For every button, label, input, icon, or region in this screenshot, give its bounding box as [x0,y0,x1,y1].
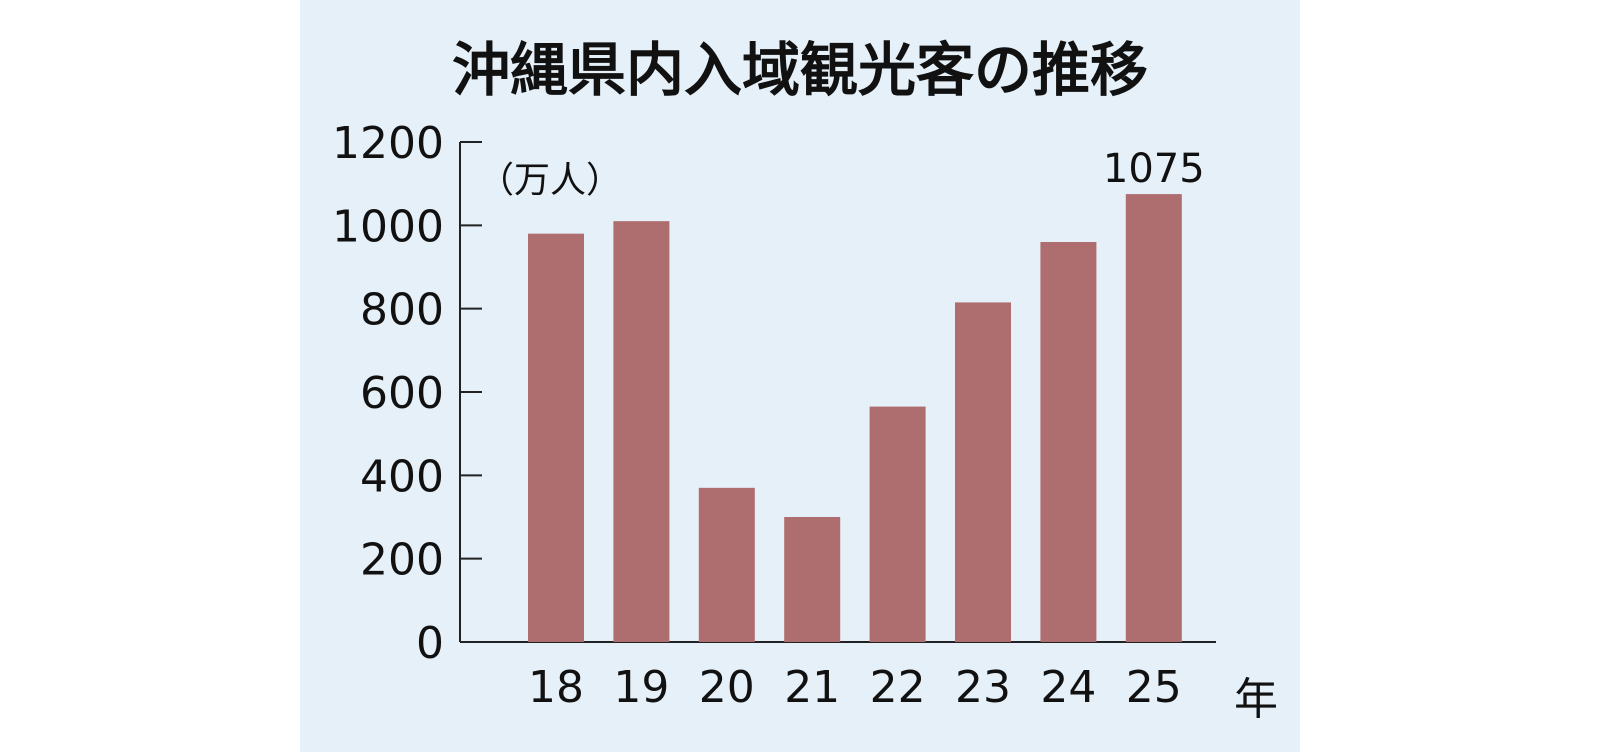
x-ticks: 18 19 20 21 22 23 24 25 [528,662,1182,713]
y-axis-unit-label: （万人） [478,160,622,201]
bar-23 [955,302,1011,642]
y-tick-label: 0 [416,618,444,669]
bar-18 [528,233,584,642]
bar-19 [613,221,670,642]
y-tick-label: 1000 [332,201,444,252]
x-tick-label: 19 [613,662,669,713]
x-tick-label: 22 [870,662,926,713]
bar-20 [698,487,755,642]
x-tick-label: 23 [955,662,1011,713]
x-axis-unit-label: 年 [1234,674,1278,725]
x-tick-label: 21 [784,662,840,713]
x-tick-label: 25 [1126,662,1182,713]
chart-title: 沖縄県内入域観光客の推移 [452,36,1148,104]
bar-21 [784,517,841,642]
data-labels: 1075 [1103,146,1205,192]
data-label: 1075 [1103,146,1205,192]
x-tick-label: 18 [528,662,584,713]
bar-22 [869,406,926,642]
x-tick-label: 20 [699,662,755,713]
bars [528,194,1182,643]
x-tick-label: 24 [1040,662,1096,713]
y-tick-label: 1200 [332,118,444,169]
y-tick-label: 400 [360,451,444,502]
y-tick-label: 600 [360,368,444,419]
bar-25 [1125,194,1182,643]
y-tick-label: 800 [360,285,444,336]
bar-24 [1040,242,1097,642]
y-tick-label: 200 [360,535,444,586]
y-ticks: 0 200 400 600 800 1000 1200 [332,118,482,669]
